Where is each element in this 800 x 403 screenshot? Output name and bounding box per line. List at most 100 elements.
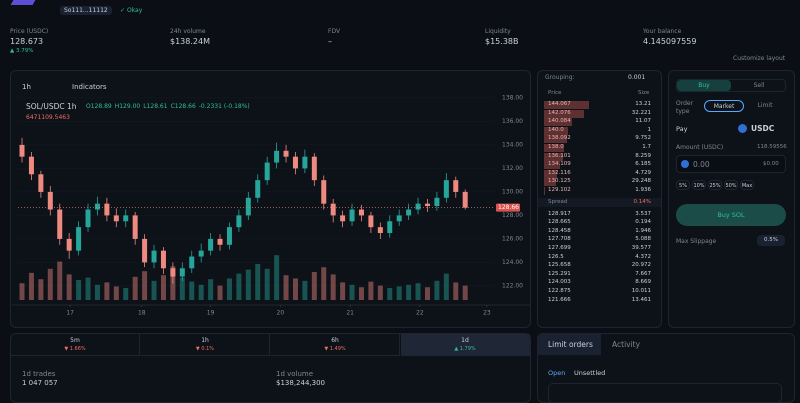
amount: 0.00 bbox=[693, 160, 710, 169]
volume-bar bbox=[132, 276, 138, 300]
timeframe-cell[interactable] bbox=[141, 334, 270, 356]
timeframe-cell[interactable] bbox=[401, 334, 530, 356]
customize[interactable]: Customize layout bbox=[733, 55, 786, 62]
x-tick-label: 23 bbox=[483, 310, 491, 317]
depth-bar bbox=[544, 178, 556, 187]
chart: 122.00 124.00 126.00 128.00 130.00 132.00 134.… bbox=[12, 94, 530, 317]
y-tick-label: 130.00 bbox=[502, 188, 523, 195]
depth-bar bbox=[544, 152, 563, 161]
ohlc-item: C128.66 bbox=[170, 103, 196, 110]
candle-body bbox=[47, 191, 53, 210]
side-buy[interactable]: Buy bbox=[677, 80, 731, 91]
candle-body bbox=[330, 203, 336, 216]
orders-filter[interactable]: Unsettled bbox=[574, 369, 606, 377]
bid-size: 0.194 bbox=[635, 219, 651, 226]
depth-bar bbox=[544, 161, 560, 170]
orders-filter[interactable]: Open bbox=[548, 369, 566, 377]
chart-title: SOL/USDC 1h bbox=[26, 102, 77, 111]
trades: 1 047 057 bbox=[22, 379, 58, 387]
amount-box[interactable] bbox=[676, 155, 786, 173]
ask-price: 140.0 bbox=[548, 126, 564, 133]
slippage[interactable]: 0.5% bbox=[757, 235, 785, 246]
bid-size: 13.461 bbox=[631, 296, 651, 303]
candle-body bbox=[245, 197, 251, 216]
stat-label: Liquidity bbox=[485, 28, 511, 35]
candle-body bbox=[85, 209, 91, 228]
volume-bar bbox=[85, 277, 91, 300]
candle-body bbox=[28, 156, 34, 175]
volume-bar bbox=[292, 278, 298, 300]
volume-bar bbox=[264, 268, 270, 300]
candle-body bbox=[170, 268, 176, 277]
grouping[interactable]: 0.001 bbox=[628, 74, 646, 81]
volume-bar bbox=[443, 273, 449, 300]
volume-bar bbox=[236, 273, 242, 300]
volume-bar bbox=[208, 279, 214, 300]
stat-value: – bbox=[328, 37, 332, 46]
candle-body bbox=[283, 150, 289, 157]
candle-body bbox=[113, 215, 119, 222]
order-type-market[interactable]: Market bbox=[704, 100, 744, 112]
volume-bar bbox=[217, 285, 223, 300]
y-tick-label: 126.00 bbox=[502, 235, 523, 242]
bid-price: 126.5 bbox=[548, 253, 564, 260]
x-tick-label: 19 bbox=[207, 310, 215, 317]
ask-price: 134.109 bbox=[548, 161, 571, 168]
timeframe-label: 1h bbox=[201, 337, 209, 344]
tab-bg bbox=[537, 333, 601, 355]
ohlc-item: -0.2331 (-0.18%) bbox=[198, 103, 250, 110]
ask-size: 1.7 bbox=[642, 144, 651, 150]
token-address[interactable]: So111...11112 bbox=[60, 6, 112, 15]
candle-body bbox=[66, 238, 72, 251]
side-bg bbox=[676, 79, 786, 92]
amount-icon bbox=[681, 160, 689, 168]
candle-body bbox=[57, 209, 63, 239]
orders-tab[interactable]: Activity bbox=[612, 340, 641, 349]
stat-label: Your balance bbox=[643, 28, 682, 35]
preset[interactable]: 25% bbox=[708, 180, 722, 190]
y-tick-label: 128.00 bbox=[502, 212, 523, 219]
bid-price: 128.458 bbox=[548, 227, 571, 234]
interval[interactable]: 1h bbox=[22, 83, 31, 91]
ask-price: 142.076 bbox=[548, 109, 571, 116]
indicators[interactable]: Indicators bbox=[72, 83, 107, 91]
bid-price: 124.003 bbox=[548, 279, 571, 286]
ask-size: 8.259 bbox=[635, 152, 651, 159]
preset[interactable]: 5% bbox=[676, 180, 690, 190]
depth-bar bbox=[544, 126, 568, 135]
candle-body bbox=[387, 221, 393, 234]
timeframe-cell[interactable] bbox=[11, 334, 140, 356]
volume-bar bbox=[358, 287, 364, 300]
trades-label: 1d trades bbox=[22, 370, 56, 378]
preset[interactable]: 50% bbox=[724, 180, 738, 190]
volume-bar bbox=[113, 286, 119, 300]
orders-tab[interactable]: Limit orders bbox=[548, 340, 593, 349]
pay-label: Pay bbox=[676, 125, 688, 133]
volume-bar bbox=[377, 285, 383, 300]
volume-bar bbox=[368, 281, 374, 300]
stat-label: FDV bbox=[328, 28, 341, 35]
pay-token[interactable]: USDC bbox=[751, 124, 775, 133]
depth-bar bbox=[544, 118, 572, 127]
submit[interactable]: Buy SOL bbox=[676, 204, 786, 226]
side-sell[interactable]: Sell bbox=[753, 82, 765, 89]
spread-bg bbox=[538, 197, 661, 207]
ask-price: 140.084 bbox=[548, 118, 571, 125]
timeframe-cell[interactable] bbox=[271, 334, 400, 356]
y-tick-label: 136.00 bbox=[502, 118, 523, 125]
y-tick-label: 132.00 bbox=[502, 165, 523, 172]
volume-bar bbox=[330, 274, 336, 300]
volume-bar bbox=[453, 282, 459, 300]
candle-body bbox=[358, 209, 364, 216]
order-type-limit[interactable]: Limit bbox=[757, 102, 773, 109]
preset[interactable]: 10% bbox=[692, 180, 706, 190]
candle-body bbox=[292, 156, 298, 169]
candle-body bbox=[151, 250, 157, 263]
bid-price: 125.658 bbox=[548, 262, 571, 269]
volume-bar bbox=[66, 274, 72, 300]
candle-body bbox=[198, 250, 204, 257]
preset[interactable]: Max bbox=[740, 180, 754, 190]
amount-label: Amount (USDC) bbox=[676, 144, 724, 151]
volume-bar bbox=[57, 261, 63, 300]
depth-bar bbox=[544, 101, 589, 109]
